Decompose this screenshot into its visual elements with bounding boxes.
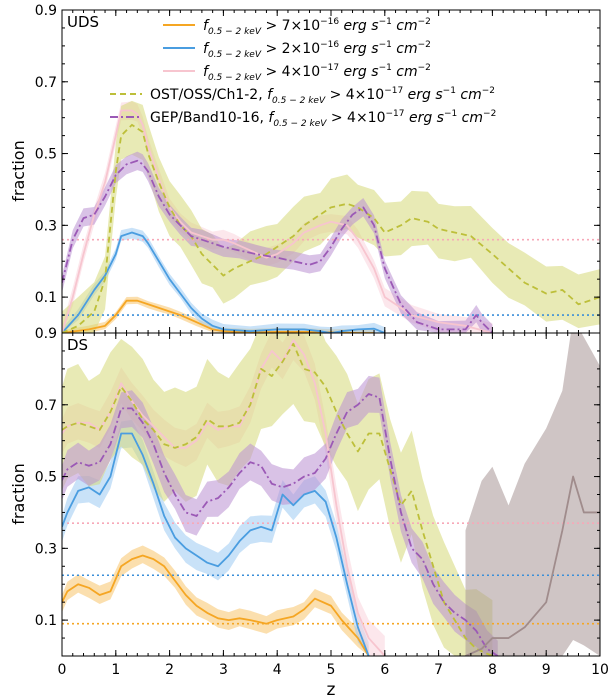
legend-entry-4: GEP/Band10-16, f0.5 − 2 keV > 4×10−17 er… — [150, 109, 496, 129]
y-tick-label: 0.5 — [35, 470, 57, 486]
panel-label: UDS — [67, 13, 99, 31]
band-olive — [62, 100, 600, 333]
y-tick-label: 0.9 — [35, 326, 57, 342]
x-tick-label: 3 — [219, 662, 228, 678]
series-line-grey — [465, 475, 600, 656]
series-line-purple — [62, 393, 499, 656]
axes-frame: 0 1 2 3 4 5 6 7 8 9 10 — [58, 662, 609, 678]
x-tick-label: 0 — [58, 662, 67, 678]
series-line-orange — [62, 299, 375, 333]
legend-entry-3: OST/OSS/Ch1-2, f0.5 − 2 keV > 4×10−17 er… — [150, 86, 495, 106]
band-orange — [62, 545, 369, 656]
y-tick-label: 0.7 — [35, 75, 57, 91]
plot-area — [62, 100, 600, 333]
legend-entry-0: f0.5 − 2 keV > 7×10−16 erg s−1 cm−2 — [203, 17, 431, 37]
x-tick-label: 1 — [111, 662, 120, 678]
x-tick-label: 6 — [380, 662, 389, 678]
y-tick-label: 0.1 — [35, 290, 57, 306]
series-line-blue — [62, 231, 386, 333]
x-axis-label: z — [327, 680, 336, 700]
series-line-olive — [62, 342, 493, 656]
series-line-orange — [62, 554, 370, 656]
x-tick-label: 9 — [542, 662, 551, 678]
y-tick-label: 0.9 — [35, 3, 57, 19]
x-tick-label: 10 — [591, 662, 609, 678]
x-tick-label: 4 — [273, 662, 282, 678]
legend-entry-1: f0.5 − 2 keV > 2×10−16 erg s−1 cm−2 — [203, 40, 431, 60]
y-tick-label: 0.1 — [35, 613, 57, 629]
x-tick-label: 7 — [434, 662, 443, 678]
y-axis-label-bottom: fraction — [9, 463, 28, 524]
panel-uds: 0.1 0.3 0.5 0.7 0.9 UDS — [35, 3, 601, 334]
plot-area — [62, 333, 600, 656]
series-line-pink — [62, 109, 493, 333]
legend: f0.5 − 2 keV > 7×10−16 erg s−1 cm−2 f0.5 … — [110, 17, 496, 129]
series-line-purple — [62, 159, 494, 333]
y-tick-label: 0.7 — [35, 398, 57, 414]
panel-ds: 0.1 0.3 0.5 0.7 0.9 DS — [35, 326, 601, 657]
y-tick-label: 0.3 — [35, 541, 57, 557]
y-tick-label: 0.3 — [35, 218, 57, 234]
x-tick-label: 2 — [165, 662, 174, 678]
series-line-olive — [62, 123, 600, 333]
x-tick-label: 8 — [488, 662, 497, 678]
band-grey — [465, 333, 600, 656]
panel-label: DS — [67, 336, 88, 354]
x-tick-label: 5 — [327, 662, 336, 678]
legend-entry-2: f0.5 − 2 keV > 4×10−17 erg s−1 cm−2 — [203, 63, 431, 83]
series-line-blue — [62, 432, 370, 656]
y-tick-label: 0.5 — [35, 147, 57, 163]
y-axis-label-top: fraction — [9, 140, 28, 201]
